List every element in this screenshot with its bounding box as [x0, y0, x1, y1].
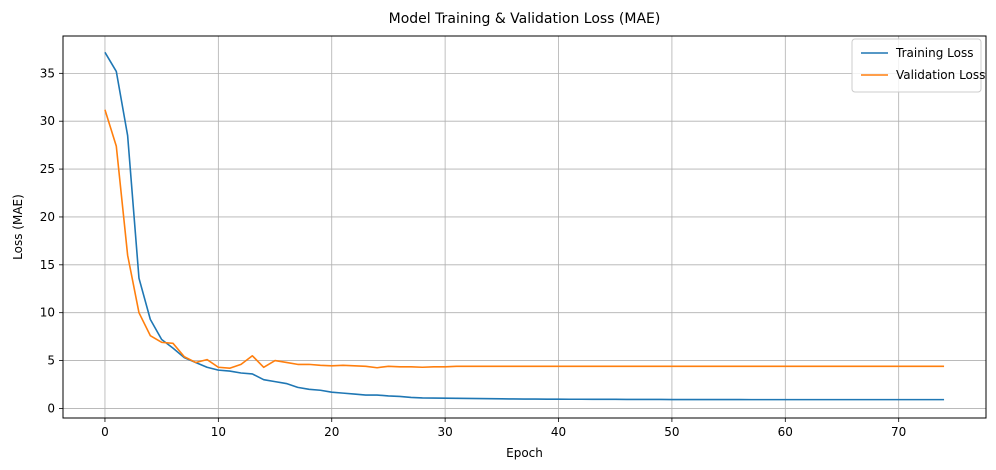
series-lines: [104, 51, 945, 401]
y-tick-label: 30: [40, 114, 55, 128]
grid: [63, 36, 986, 418]
x-tick-label: 60: [778, 425, 793, 439]
y-tick-label: 20: [40, 210, 55, 224]
x-tick-label: 0: [101, 425, 109, 439]
x-tick-label: 40: [551, 425, 566, 439]
x-tick-label: 30: [437, 425, 452, 439]
x-axis-label: Epoch: [506, 446, 543, 460]
plot-frame: [62, 35, 987, 419]
y-tick-label: 10: [40, 306, 55, 320]
legend-label: Validation Loss: [896, 68, 985, 82]
x-tick-label: 20: [324, 425, 339, 439]
x-tick-label: 50: [664, 425, 679, 439]
x-tick-label: 10: [211, 425, 226, 439]
y-tick-label: 15: [40, 258, 55, 272]
y-tick-label: 25: [40, 162, 55, 176]
y-tick-label: 35: [40, 66, 55, 80]
chart-title: Model Training & Validation Loss (MAE): [389, 11, 661, 27]
y-tick-label: 5: [47, 354, 55, 368]
y-axis-label: Loss (MAE): [11, 194, 25, 260]
x-tick-label: 70: [891, 425, 906, 439]
series-line-training-loss: [104, 51, 945, 401]
legend: Training Loss Validation Loss: [851, 38, 985, 93]
series-line-validation-loss: [104, 109, 945, 370]
axis-ticks: 0 10 20 30 40 50 60 70 0 5 10 15 20 25 30 35: [40, 66, 907, 439]
y-tick-label: 0: [47, 401, 55, 415]
legend-label: Training Loss: [895, 46, 973, 60]
